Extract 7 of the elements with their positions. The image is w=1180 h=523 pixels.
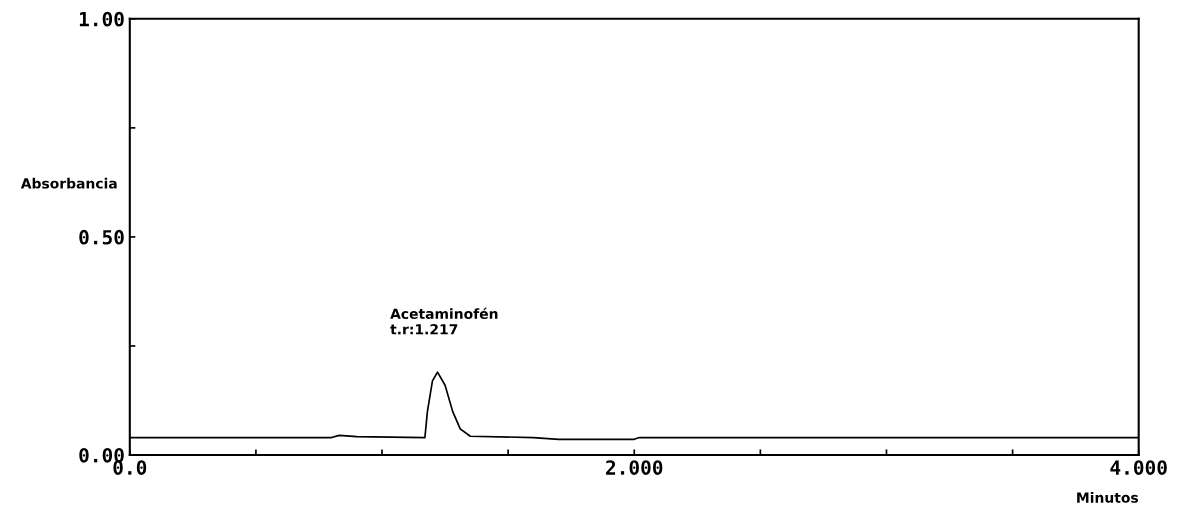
annotation: Acetaminofén t.r:1.217 — [390, 307, 498, 335]
x-tick-label: 2.000 — [606, 460, 663, 475]
y-tick-label: 0.50 — [79, 229, 124, 245]
x-axis-title: Minutos — [1077, 492, 1139, 503]
x-tick-label: 4.000 — [1110, 460, 1167, 475]
y-axis-title: Absorbancia — [20, 177, 117, 189]
y-tick-label: 1.00 — [79, 11, 124, 27]
